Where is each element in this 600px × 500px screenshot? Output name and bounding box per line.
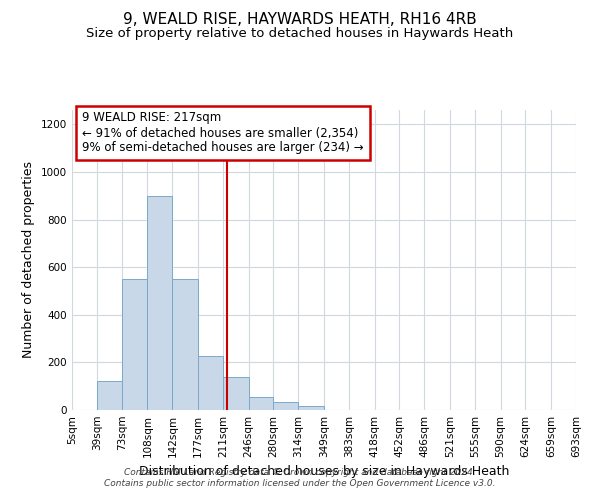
Y-axis label: Number of detached properties: Number of detached properties xyxy=(22,162,35,358)
Text: 9, WEALD RISE, HAYWARDS HEATH, RH16 4RB: 9, WEALD RISE, HAYWARDS HEATH, RH16 4RB xyxy=(123,12,477,28)
Bar xyxy=(274,402,298,410)
X-axis label: Distribution of detached houses by size in Haywards Heath: Distribution of detached houses by size … xyxy=(139,466,509,478)
Bar xyxy=(223,376,248,410)
Bar xyxy=(97,382,122,410)
Bar xyxy=(172,279,198,410)
Bar xyxy=(248,397,274,410)
Bar xyxy=(298,406,324,410)
Text: 9 WEALD RISE: 217sqm
← 91% of detached houses are smaller (2,354)
9% of semi-det: 9 WEALD RISE: 217sqm ← 91% of detached h… xyxy=(82,112,364,154)
Text: Contains HM Land Registry data © Crown copyright and database right 2024.
Contai: Contains HM Land Registry data © Crown c… xyxy=(104,468,496,487)
Text: Size of property relative to detached houses in Haywards Heath: Size of property relative to detached ho… xyxy=(86,28,514,40)
Bar xyxy=(148,196,172,410)
Bar xyxy=(198,356,223,410)
Bar xyxy=(122,279,148,410)
